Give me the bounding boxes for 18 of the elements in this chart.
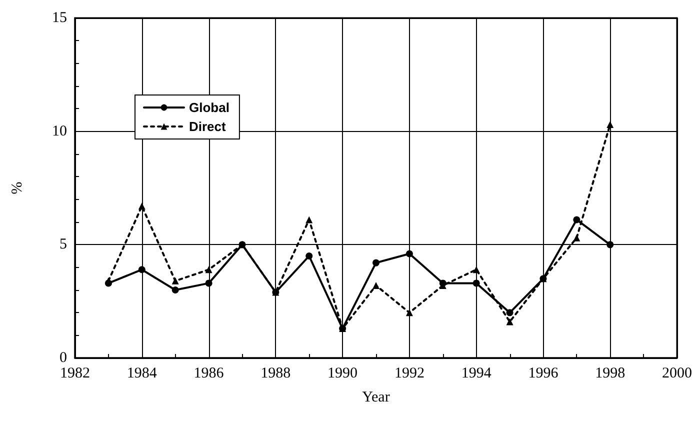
x-axis-title: Year <box>362 390 390 406</box>
x-tick-label: 1998 <box>595 366 626 382</box>
x-tick-label: 1986 <box>194 366 224 382</box>
x-tick-label: 1982 <box>60 366 90 382</box>
legend-label: Direct <box>189 119 227 134</box>
y-tick-label: 10 <box>52 123 67 140</box>
x-tick-label: 1988 <box>260 366 291 382</box>
x-tick-label: 1984 <box>126 366 158 382</box>
y-tick-label: 0 <box>60 350 67 366</box>
x-tick-label: 2000 <box>662 366 692 382</box>
y-tick-label: 5 <box>60 236 67 253</box>
x-tick-label: 1992 <box>394 366 424 382</box>
x-tick-label: 1990 <box>328 366 358 382</box>
x-tick-label: 1994 <box>461 366 492 382</box>
y-tick-label: 15 <box>52 10 67 26</box>
legend-label: Global <box>189 100 230 115</box>
x-tick-label: 1996 <box>528 366 559 382</box>
y-axis-title: % <box>10 182 26 194</box>
